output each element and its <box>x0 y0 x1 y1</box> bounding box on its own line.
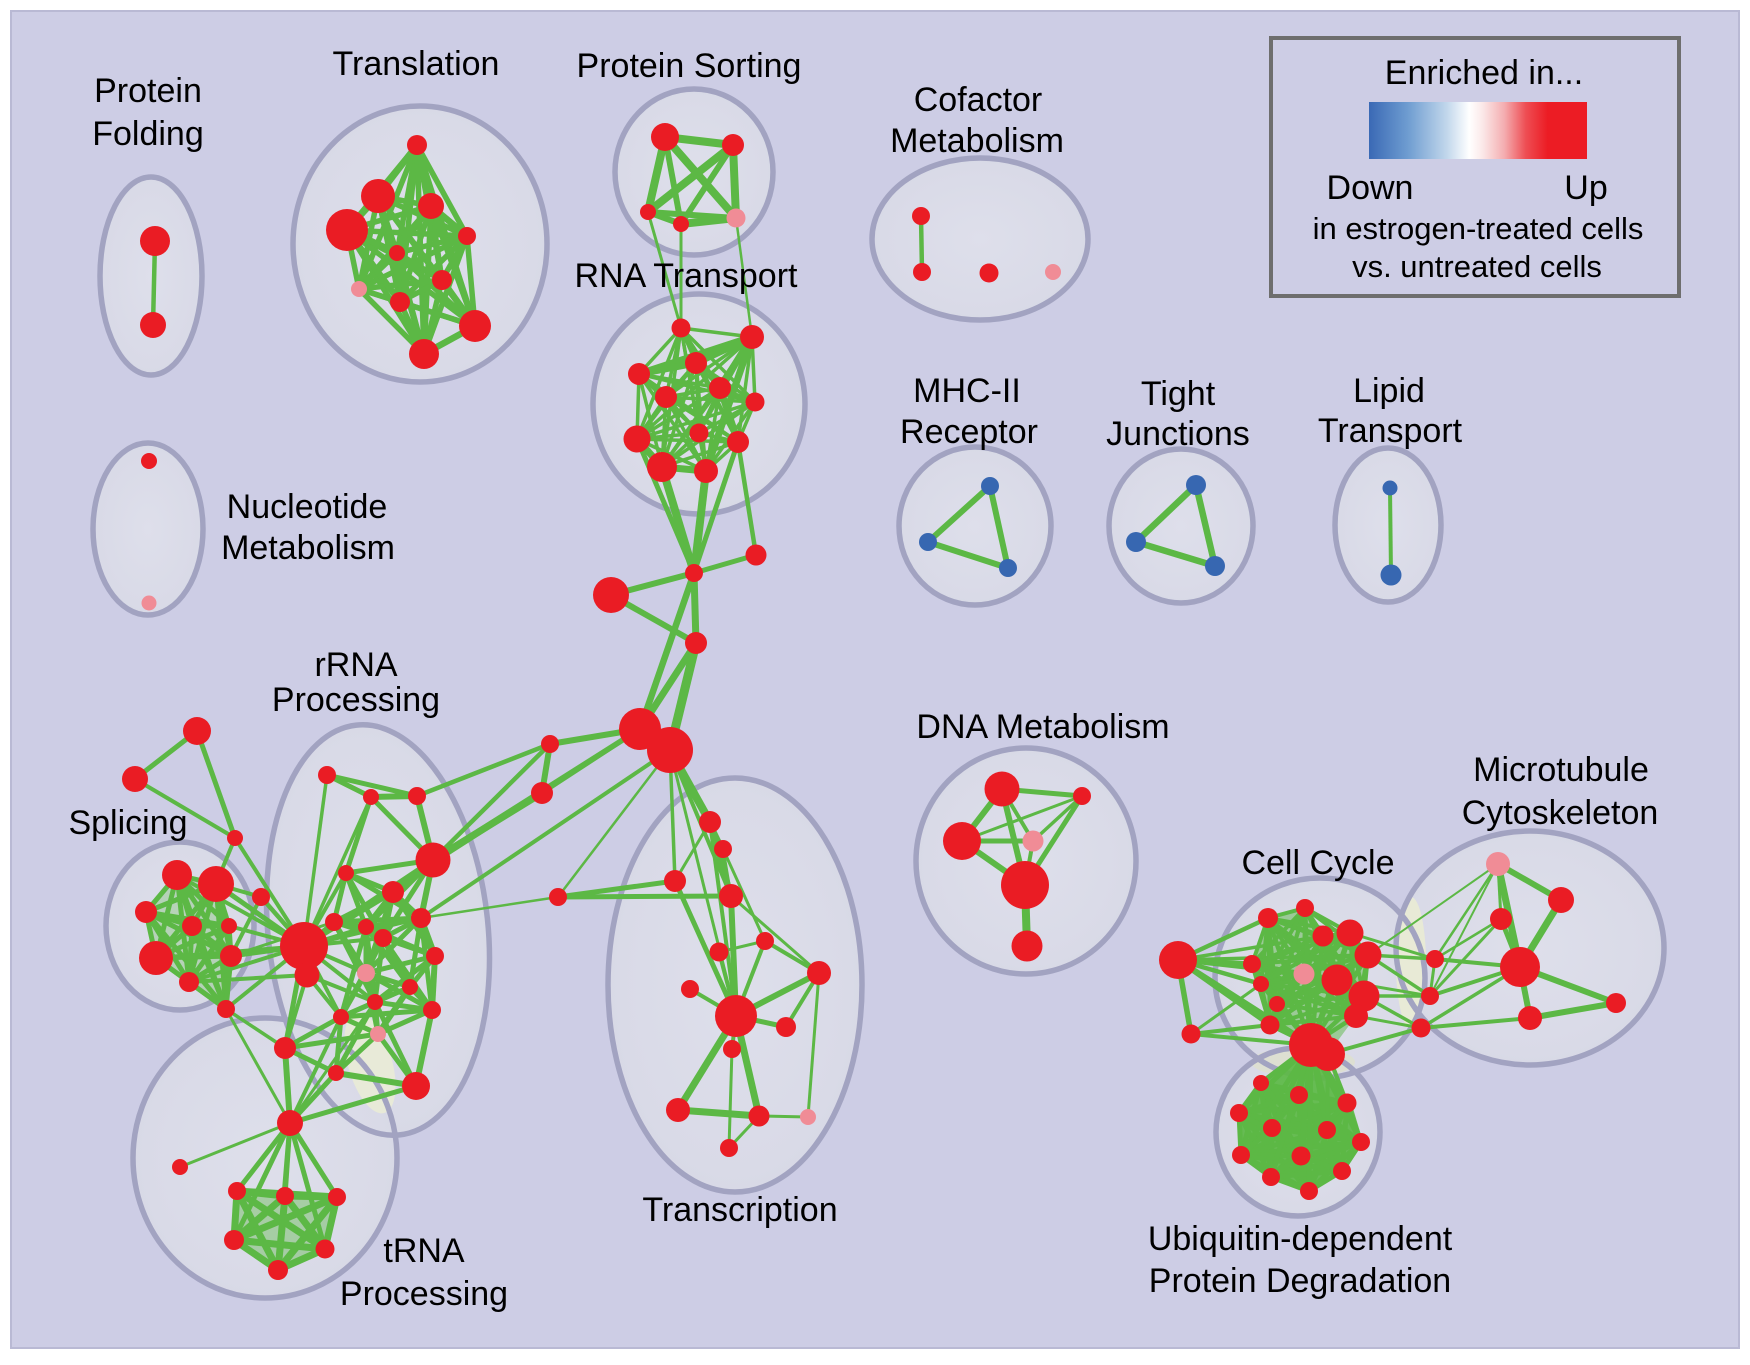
svg-text:Processing: Processing <box>272 681 440 719</box>
svg-text:Ubiquitin-dependent: Ubiquitin-dependent <box>1148 1220 1453 1258</box>
svg-text:Transport: Transport <box>1318 412 1463 450</box>
svg-text:Receptor: Receptor <box>900 413 1038 451</box>
svg-text:Lipid: Lipid <box>1353 372 1425 410</box>
svg-text:Enriched in...: Enriched in... <box>1385 54 1583 92</box>
svg-text:Transcription: Transcription <box>642 1191 837 1229</box>
svg-text:vs. untreated cells: vs. untreated cells <box>1352 249 1602 284</box>
svg-text:Processing: Processing <box>340 1275 508 1313</box>
svg-text:MHC-II: MHC-II <box>913 372 1021 410</box>
svg-text:Tight: Tight <box>1141 375 1216 413</box>
svg-text:tRNA: tRNA <box>383 1232 465 1270</box>
svg-text:rRNA: rRNA <box>314 646 397 684</box>
svg-text:Splicing: Splicing <box>68 804 187 842</box>
svg-text:in estrogen-treated cells: in estrogen-treated cells <box>1313 211 1644 246</box>
svg-text:Metabolism: Metabolism <box>890 122 1064 160</box>
svg-text:Down: Down <box>1327 169 1414 207</box>
svg-text:Junctions: Junctions <box>1106 415 1250 453</box>
svg-text:Protein Sorting: Protein Sorting <box>577 47 802 85</box>
svg-text:Nucleotide: Nucleotide <box>227 488 388 526</box>
svg-text:Cytoskeleton: Cytoskeleton <box>1462 794 1659 832</box>
svg-text:DNA Metabolism: DNA Metabolism <box>916 708 1169 746</box>
svg-text:Cofactor: Cofactor <box>914 81 1043 119</box>
svg-text:Folding: Folding <box>92 115 204 153</box>
svg-text:Metabolism: Metabolism <box>221 529 395 567</box>
svg-text:Up: Up <box>1564 169 1607 207</box>
svg-text:Protein Degradation: Protein Degradation <box>1149 1262 1451 1300</box>
svg-text:RNA Transport: RNA Transport <box>575 257 799 295</box>
svg-text:Cell Cycle: Cell Cycle <box>1241 844 1394 882</box>
svg-text:Translation: Translation <box>333 45 500 83</box>
svg-text:Protein: Protein <box>94 72 202 110</box>
svg-text:Microtubule: Microtubule <box>1473 751 1649 789</box>
